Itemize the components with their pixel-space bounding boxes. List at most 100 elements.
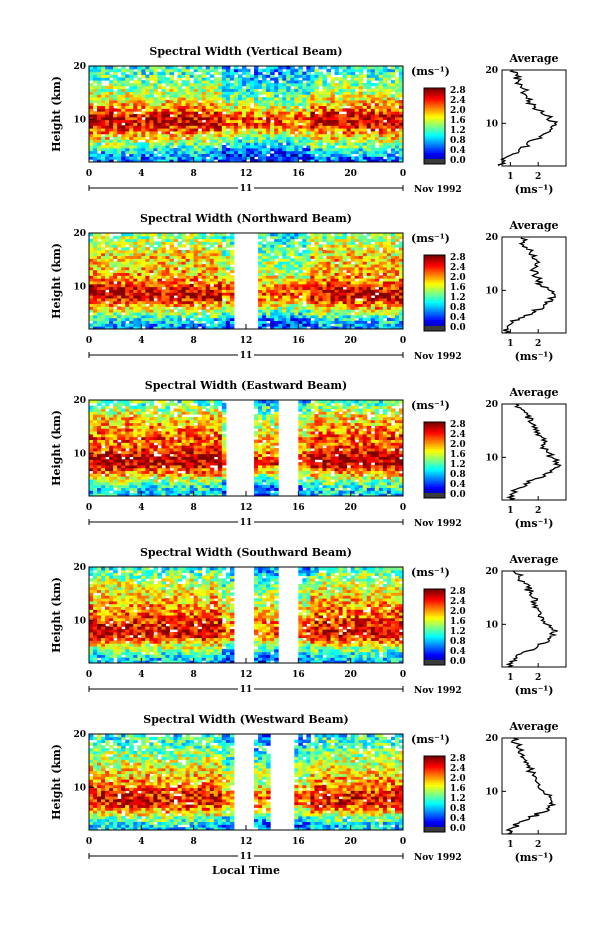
heatmap-cell — [157, 261, 162, 265]
heatmap-cell — [201, 281, 207, 285]
heatmap-cell — [145, 326, 150, 330]
heatmap-cell — [221, 125, 227, 129]
heatmap-cell — [342, 119, 348, 123]
heatmap-cell — [278, 150, 283, 155]
heatmap-cell — [350, 133, 356, 138]
heatmap-cell — [310, 286, 315, 290]
heatmap-cell — [378, 85, 384, 90]
heatmap-cell — [398, 142, 404, 146]
heatmap-cell — [93, 94, 98, 98]
heatmap-cell — [181, 145, 187, 149]
heatmap-cell — [346, 261, 352, 265]
heatmap-cell — [394, 122, 400, 126]
heatmap-cell — [197, 80, 203, 84]
heatmap-cell — [298, 150, 303, 155]
heatmap-cell — [105, 238, 110, 242]
heatmap-cell — [157, 91, 162, 95]
colorbar-segment — [424, 274, 445, 277]
heatmap-cell — [189, 139, 195, 143]
heatmap-cell — [370, 289, 376, 293]
heatmap-cell — [129, 320, 134, 324]
heatmap-cell — [290, 97, 295, 101]
heatmap-cell — [370, 122, 376, 126]
heatmap-cell — [318, 323, 323, 327]
heatmap-cell — [394, 300, 400, 305]
heatmap-cell — [334, 283, 340, 288]
heatmap-cell — [358, 320, 364, 324]
heatmap-cell — [197, 272, 203, 276]
heatmap-cell — [394, 272, 400, 276]
heatmap-cell — [326, 300, 332, 305]
heatmap-cell — [97, 261, 102, 265]
heatmap-cell — [386, 125, 392, 129]
heatmap-cell — [181, 82, 187, 87]
heatmap-cell — [93, 323, 98, 327]
heatmap-cell — [93, 314, 98, 319]
heatmap-cell — [326, 145, 332, 149]
heatmap-cell — [282, 147, 287, 152]
heatmap-cell — [318, 116, 323, 121]
heatmap-cell — [262, 297, 267, 302]
heatmap-cell — [246, 68, 251, 73]
heatmap-cell — [177, 241, 183, 245]
heatmap-cell — [113, 272, 118, 276]
heatmap-cell — [362, 99, 368, 104]
heatmap-cell — [165, 252, 171, 257]
heatmap-cell — [346, 303, 352, 307]
heatmap-cell — [125, 128, 130, 132]
heatmap-cell — [181, 314, 187, 319]
heatmap-cell — [97, 278, 102, 282]
heatmap-cell — [209, 309, 215, 313]
colorbar-segment — [424, 262, 445, 265]
heatmap-cell — [105, 255, 110, 259]
heatmap-cell — [370, 116, 376, 121]
heatmap-cell — [250, 91, 255, 95]
heatmap-cell — [153, 300, 158, 305]
heatmap-cell — [282, 71, 287, 75]
heatmap-cell — [205, 278, 211, 282]
heatmap-cell — [318, 77, 323, 81]
heatmap-cell — [121, 278, 126, 282]
heatmap-cell — [370, 300, 376, 305]
colorbar-segment — [424, 101, 445, 104]
heatmap-cell — [177, 71, 183, 75]
heatmap-cell — [266, 136, 271, 140]
heatmap-cell — [117, 323, 122, 327]
heatmap-cell — [93, 283, 98, 288]
heatmap-cell — [209, 108, 215, 112]
heatmap-cell — [209, 266, 215, 271]
heatmap-cell — [97, 275, 102, 279]
heatmap-cell — [334, 68, 340, 73]
heatmap-cell — [378, 289, 384, 293]
heatmap-cell — [378, 99, 384, 104]
heatmap-cell — [350, 244, 356, 248]
heatmap-cell — [153, 99, 158, 104]
heatmap-cell — [390, 272, 396, 276]
heatmap-cell — [278, 71, 283, 75]
heatmap-cell — [378, 317, 384, 322]
heatmap-cell — [105, 269, 110, 274]
heatmap-cell — [89, 479, 94, 483]
heatmap-cell — [105, 235, 110, 240]
heatmap-cell — [161, 74, 166, 78]
heatmap-cell — [161, 114, 166, 118]
heatmap-cell — [97, 99, 102, 104]
heatmap-cell — [322, 297, 328, 302]
heatmap-cell — [101, 326, 106, 330]
heatmap-cell — [241, 88, 247, 92]
heatmap-cell — [169, 105, 175, 109]
heatmap-cell — [346, 241, 352, 245]
heatmap-cell — [382, 150, 388, 155]
heatmap-cell — [193, 300, 199, 305]
heatmap-cell — [286, 249, 291, 254]
heatmap-cell — [217, 300, 223, 305]
heatmap-cell — [394, 281, 400, 285]
heatmap-cell — [398, 272, 404, 276]
heatmap-cell — [177, 99, 183, 104]
heatmap-cell — [306, 82, 311, 87]
heatmap-cell — [205, 286, 211, 290]
heatmap-cell — [197, 283, 203, 288]
heatmap-cell — [270, 312, 275, 316]
heatmap-cell — [177, 156, 183, 160]
heatmap-cell — [101, 147, 106, 152]
